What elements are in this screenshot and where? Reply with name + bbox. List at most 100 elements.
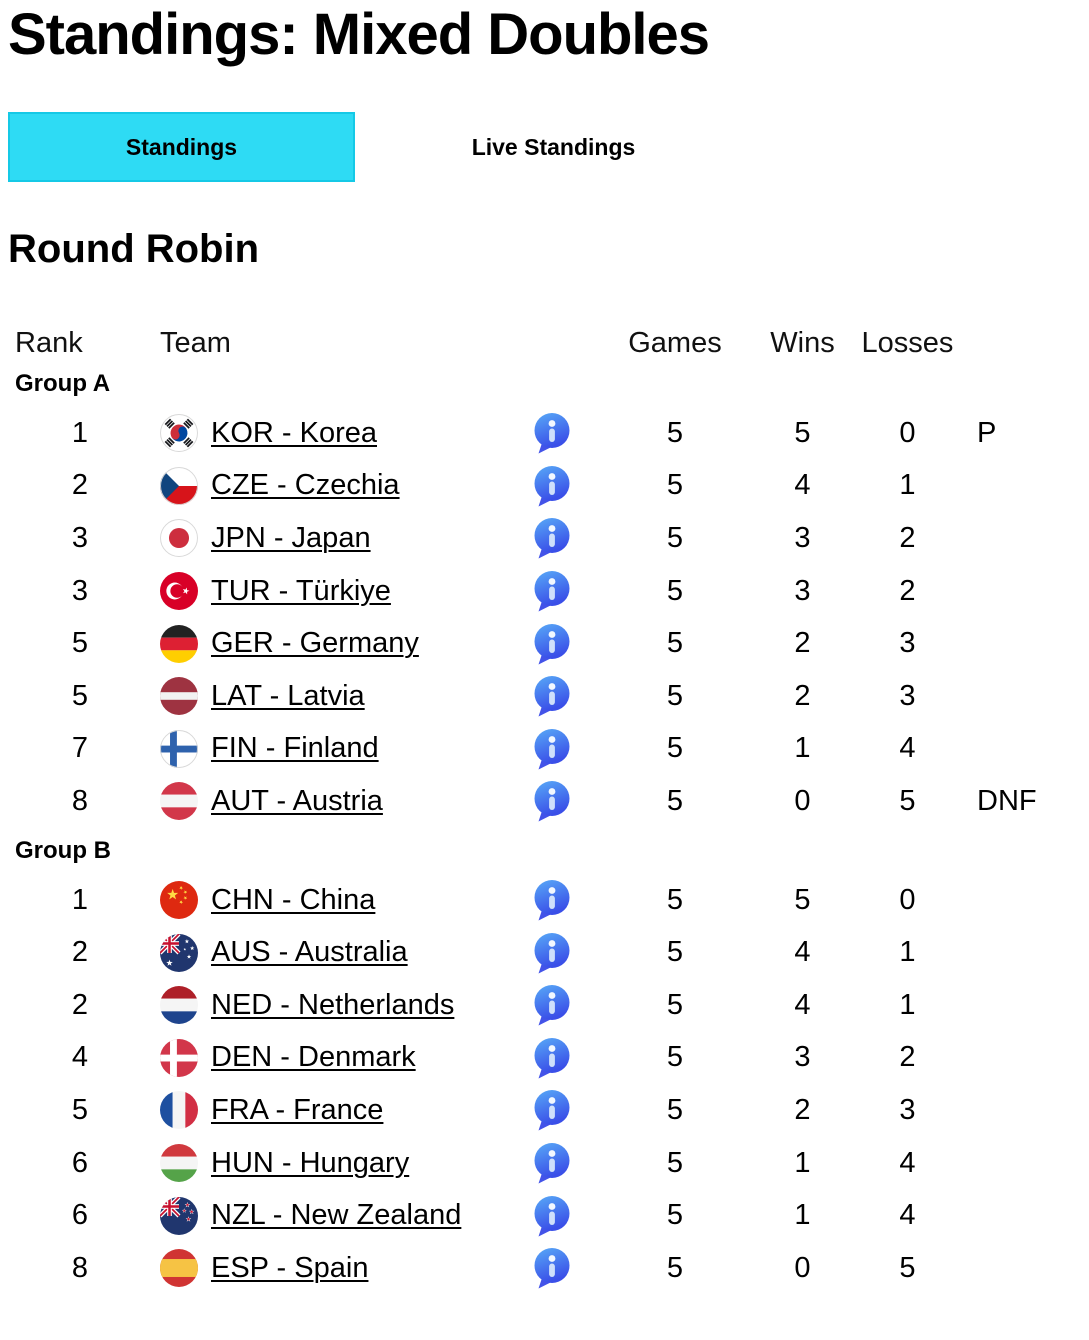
- info-cell: [518, 983, 585, 1027]
- info-cell: [518, 516, 585, 560]
- team-link[interactable]: NZL - New Zealand: [211, 1199, 462, 1232]
- team-link[interactable]: GER - Germany: [211, 627, 419, 660]
- info-cell: [518, 411, 585, 455]
- info-icon[interactable]: [532, 464, 572, 508]
- info-icon[interactable]: [532, 1036, 572, 1080]
- info-cell: [518, 1246, 585, 1290]
- info-cell: [518, 1141, 585, 1185]
- table-row: 6 HUN - Hungary 5 1 4: [0, 1137, 1089, 1190]
- losses-cell: 4: [899, 1199, 916, 1232]
- info-cell: [518, 569, 585, 613]
- team-link[interactable]: HUN - Hungary: [211, 1146, 410, 1179]
- team-link[interactable]: KOR - Korea: [211, 416, 377, 449]
- losses-cell: 2: [899, 574, 916, 607]
- rank-cell: 3: [71, 521, 89, 554]
- team-cell: LAT - Latvia: [160, 677, 518, 716]
- team-link[interactable]: CHN - China: [211, 883, 376, 916]
- team-link[interactable]: AUT - Austria: [211, 784, 383, 817]
- rank-cell: 2: [71, 469, 89, 502]
- standings-table: Rank Team Games Wins Losses Group A 1 KOR …: [0, 325, 1089, 1295]
- tab-bar: Standings Live Standings: [8, 112, 1089, 182]
- wins-cell: 2: [794, 627, 811, 660]
- wins-cell: 2: [794, 679, 811, 712]
- flag-hun-icon: [160, 1144, 198, 1183]
- info-icon[interactable]: [532, 779, 572, 823]
- losses-cell: 1: [899, 469, 916, 502]
- info-icon[interactable]: [532, 727, 572, 771]
- wins-cell: 4: [794, 469, 811, 502]
- flag-fra-icon: [160, 1091, 198, 1130]
- flag-chn-icon: [160, 881, 198, 920]
- info-icon[interactable]: [532, 411, 572, 455]
- team-link[interactable]: FRA - France: [211, 1093, 384, 1126]
- flag-cze-icon: [160, 466, 198, 505]
- losses-cell: 1: [899, 936, 916, 969]
- losses-cell: 2: [899, 1041, 916, 1074]
- info-icon[interactable]: [532, 983, 572, 1027]
- games-cell: 5: [666, 574, 684, 607]
- wins-cell: 3: [794, 574, 811, 607]
- wins-cell: 1: [794, 732, 811, 765]
- team-cell: DEN - Denmark: [160, 1038, 518, 1077]
- games-cell: 5: [666, 469, 684, 502]
- losses-cell: 3: [899, 627, 916, 660]
- flag-aut-icon: [160, 782, 198, 821]
- info-icon[interactable]: [532, 1141, 572, 1185]
- table-row: 3 TUR - Türkiye 5 3 2: [0, 565, 1089, 618]
- wins-cell: 1: [794, 1199, 811, 1232]
- info-icon[interactable]: [532, 1088, 572, 1132]
- info-cell: [518, 622, 585, 666]
- tab-live-standings[interactable]: Live Standings: [471, 133, 636, 160]
- tab-standings[interactable]: Standings: [8, 112, 355, 182]
- team-cell: TUR - Türkiye: [160, 572, 518, 611]
- info-icon[interactable]: [532, 1246, 572, 1290]
- team-link[interactable]: ESP - Spain: [211, 1251, 369, 1284]
- team-cell: NED - Netherlands: [160, 986, 518, 1025]
- wins-cell: 3: [794, 521, 811, 554]
- info-icon[interactable]: [532, 622, 572, 666]
- status-cell: P: [977, 416, 997, 449]
- info-cell: [518, 1088, 585, 1132]
- team-link[interactable]: LAT - Latvia: [211, 679, 365, 712]
- info-icon[interactable]: [532, 516, 572, 560]
- info-icon[interactable]: [532, 931, 572, 975]
- table-row: 8 AUT - Austria 5 0 5 DNF: [0, 775, 1089, 828]
- team-link[interactable]: TUR - Türkiye: [211, 574, 391, 607]
- info-cell: [518, 1194, 585, 1238]
- wins-cell: 4: [794, 936, 811, 969]
- wins-cell: 5: [794, 883, 811, 916]
- team-link[interactable]: NED - Netherlands: [211, 988, 455, 1021]
- losses-cell: 3: [899, 1093, 916, 1126]
- team-link[interactable]: JPN - Japan: [211, 521, 371, 554]
- team-link[interactable]: FIN - Finland: [211, 732, 379, 765]
- team-link[interactable]: DEN - Denmark: [211, 1041, 416, 1074]
- header-rank: Rank: [15, 326, 83, 359]
- info-icon[interactable]: [532, 674, 572, 718]
- rank-cell: 7: [71, 732, 89, 765]
- team-cell: GER - Germany: [160, 624, 518, 663]
- wins-cell: 4: [794, 988, 811, 1021]
- flag-esp-icon: [160, 1249, 198, 1288]
- info-cell: [518, 674, 585, 718]
- team-cell: CHN - China: [160, 881, 518, 920]
- table-row: 5 GER - Germany 5 2 3: [0, 617, 1089, 670]
- header-wins: Wins: [770, 326, 835, 359]
- team-link[interactable]: CZE - Czechia: [211, 469, 400, 502]
- losses-cell: 0: [899, 416, 916, 449]
- rank-cell: 6: [71, 1146, 89, 1179]
- games-cell: 5: [666, 1251, 684, 1284]
- info-icon[interactable]: [532, 1194, 572, 1238]
- team-cell: CZE - Czechia: [160, 466, 518, 505]
- info-icon[interactable]: [532, 569, 572, 613]
- table-body: Group A 1 KOR - Korea 5 5 0 P 2 CZE - Czechia 5 4 1…: [0, 361, 1089, 1295]
- losses-cell: 4: [899, 732, 916, 765]
- table-row: 3 JPN - Japan 5 3 2: [0, 512, 1089, 565]
- flag-ger-icon: [160, 624, 198, 663]
- games-cell: 5: [666, 936, 684, 969]
- info-icon[interactable]: [532, 878, 572, 922]
- rank-cell: 1: [71, 883, 89, 916]
- flag-lat-icon: [160, 677, 198, 716]
- wins-cell: 2: [794, 1093, 811, 1126]
- team-link[interactable]: AUS - Australia: [211, 936, 408, 969]
- games-cell: 5: [666, 1041, 684, 1074]
